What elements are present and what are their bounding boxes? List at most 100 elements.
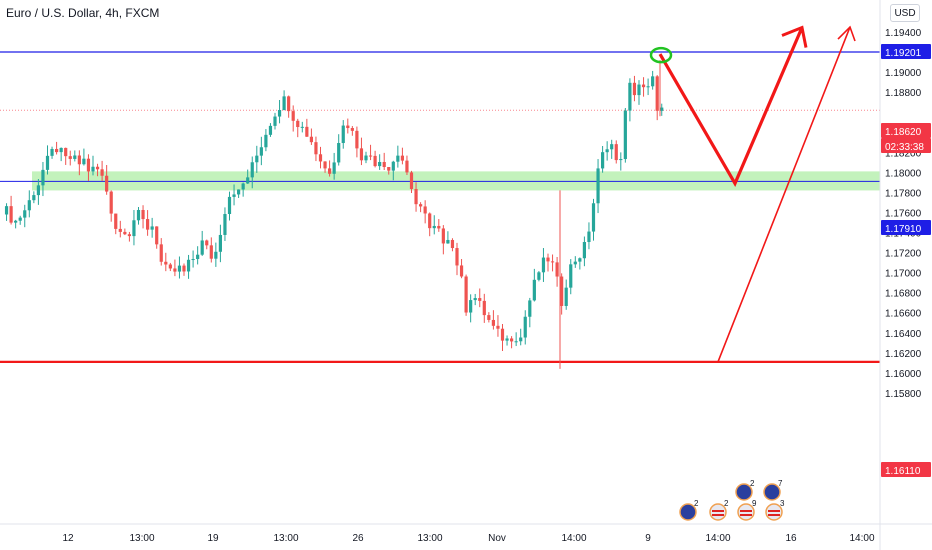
candle-body [23, 210, 27, 218]
candle-body [655, 76, 659, 111]
candle-body [318, 154, 323, 162]
eu-flag-icon[interactable] [763, 483, 781, 501]
candle-body [510, 338, 514, 342]
candle-body [273, 116, 277, 126]
candle-body [100, 169, 104, 176]
candle-body [446, 239, 450, 244]
candle-body [473, 298, 477, 301]
candle-body [41, 169, 45, 186]
us-flag-stripe [712, 510, 724, 512]
candle-body [523, 316, 527, 338]
candle-body [59, 147, 63, 153]
candle-body [337, 143, 341, 163]
time-tick-label: 13:00 [129, 533, 154, 544]
top-highlight-ellipse [649, 46, 673, 64]
price-axis-label: 1.17910 [885, 224, 922, 235]
candle-body [491, 319, 495, 326]
time-tick-label: 14:00 [561, 533, 586, 544]
candle-body [146, 219, 150, 230]
candle-body [478, 298, 482, 301]
eu-flag-icon[interactable] [735, 483, 753, 501]
price-axis-label: 1.16110 [885, 466, 921, 477]
candle-body [578, 258, 582, 262]
candle-body [155, 226, 159, 245]
candle-body [378, 161, 382, 167]
candle-body [541, 257, 546, 273]
candle-body [528, 300, 532, 317]
candle-body [64, 147, 68, 157]
price-tick-label: 1.16400 [885, 329, 922, 340]
price-axis-label-bg [881, 220, 931, 235]
candle-body [196, 254, 200, 260]
candle-body [77, 155, 81, 165]
candle-body [232, 194, 236, 197]
price-tick-label: 1.16600 [885, 309, 922, 320]
candle-body [168, 264, 172, 269]
candle-body [359, 148, 364, 161]
candle-body [300, 126, 304, 128]
candle-body [482, 300, 486, 316]
price-axis-label: 1.19201 [885, 48, 922, 59]
candle-body [50, 148, 54, 156]
candle-body [27, 200, 31, 211]
candle-body [305, 126, 309, 137]
candle-body [437, 225, 441, 229]
time-tick-label: 16 [785, 533, 797, 544]
candle-body [182, 265, 186, 272]
candle-body [423, 206, 427, 214]
time-tick-label: 9 [645, 533, 651, 544]
projection-path-primary [658, 26, 804, 187]
candle-body [350, 128, 354, 131]
price-tick-label: 1.18800 [885, 88, 922, 99]
candle-body [123, 231, 127, 235]
price-axis-label: 1.18620 [885, 127, 922, 138]
candle-body [396, 155, 400, 162]
candle-body [191, 259, 195, 261]
currency-button[interactable]: USD [890, 4, 920, 22]
candle-body [637, 84, 641, 96]
time-tick-label: 14:00 [849, 533, 874, 544]
candle-body [109, 191, 113, 214]
candle-body [660, 107, 664, 111]
event-count: 2 [750, 479, 755, 488]
candle-body [82, 158, 86, 165]
price-axis-label-bg [881, 462, 931, 477]
chart-title: Euro / U.S. Dollar, 4h, FXCM [6, 6, 160, 20]
candle-body [441, 228, 445, 244]
candle-body [86, 158, 91, 172]
candle-body [332, 162, 336, 174]
candle-body [282, 96, 286, 111]
candle-body [569, 264, 573, 288]
price-tick-label: 1.19400 [885, 28, 922, 39]
candle-body [241, 183, 245, 190]
time-tick-label: 14:00 [705, 533, 730, 544]
candle-body [173, 268, 177, 272]
candle-body [9, 206, 13, 223]
candle-body [150, 226, 154, 230]
candle-body [91, 166, 95, 172]
candle-body [382, 161, 386, 168]
us-flag-stripe [768, 514, 780, 516]
candle-body [428, 213, 432, 229]
price-axis-label-bg [881, 123, 931, 138]
candle-body [95, 166, 100, 170]
us-flag-stripe [712, 514, 724, 516]
candle-body [159, 244, 163, 262]
candle-body [73, 155, 77, 159]
price-axis-label-bg [881, 44, 931, 59]
candle-body [237, 189, 241, 195]
candle-body [505, 338, 509, 341]
candle-body [400, 155, 404, 161]
event-count: 2 [694, 499, 699, 508]
us-flag-stripe [740, 514, 752, 516]
candle-body [587, 231, 591, 243]
eu-flag-icon[interactable] [679, 503, 697, 521]
price-tick-label: 1.19000 [885, 68, 922, 79]
candle-body [186, 259, 191, 272]
candle-body [605, 149, 609, 153]
price-tick-label: 1.17200 [885, 249, 922, 260]
time-tick-label: 13:00 [273, 533, 298, 544]
event-count: 7 [778, 479, 783, 488]
candle-body [277, 110, 282, 117]
